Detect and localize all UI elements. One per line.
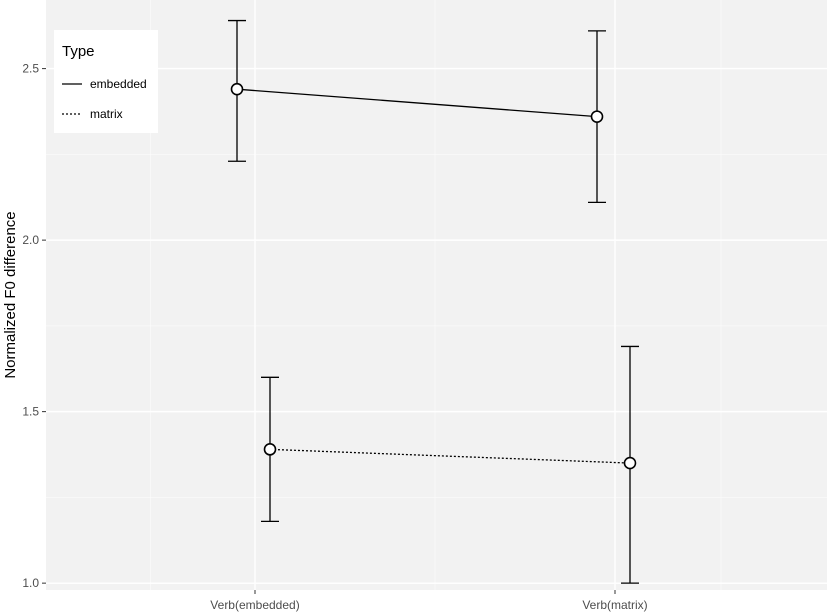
data-point-embedded-0 [230,82,244,96]
legend-items: embedded matrix [62,77,147,121]
data-point-matrix-0 [263,443,277,456]
data-point-matrix-1 [623,456,637,470]
series-line-matrix [269,448,631,464]
series-embedded [228,19,606,204]
y-axis-ticks: 1.0 1.5 2.0 2.5 [22,62,46,590]
legend: Type embedded matrix [54,30,158,133]
y-tick-label-0: 1.0 [22,576,39,590]
x-axis-ticks: Verb(embedded) Verb(matrix) [210,590,648,612]
plot-panel [46,0,827,590]
legend-label-embedded: embedded [90,77,147,91]
grid-major [46,0,827,590]
series-layer [228,19,639,584]
y-axis-title: Normalized F0 difference [2,211,19,378]
y-tick-label-2: 2.0 [22,233,39,247]
x-tick-label-1: Verb(matrix) [582,598,647,612]
legend-title: Type [62,43,95,60]
y-tick-label-3: 2.5 [22,62,39,76]
series-line-embedded [236,88,598,118]
legend-box [54,30,158,133]
series-matrix [261,345,639,584]
legend-label-matrix: matrix [90,107,123,121]
y-tick-label-1: 1.5 [22,405,39,419]
x-tick-label-0: Verb(embedded) [210,598,299,612]
data-point-embedded-1 [590,110,604,123]
